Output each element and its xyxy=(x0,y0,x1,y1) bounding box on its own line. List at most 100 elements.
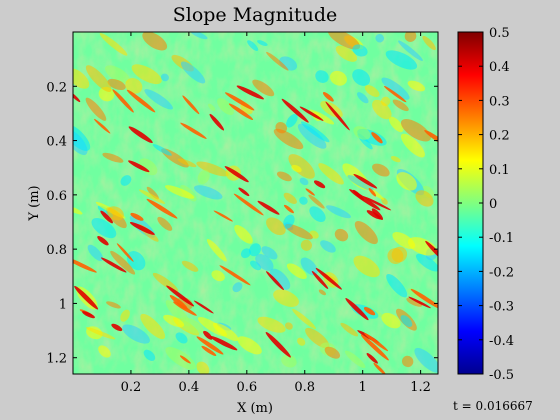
y-tick-label: 0.4 xyxy=(46,135,67,150)
field-streak xyxy=(224,92,255,111)
heatmap-features xyxy=(73,32,438,374)
field-patch xyxy=(252,79,275,97)
field-patch xyxy=(329,70,347,86)
field-patch xyxy=(175,332,188,344)
field-streak xyxy=(366,210,382,220)
plot-frame xyxy=(72,31,439,375)
field-streak xyxy=(305,188,315,196)
field-patch xyxy=(276,171,292,182)
field-patch xyxy=(390,156,401,163)
field-patch xyxy=(261,246,278,260)
field-streak xyxy=(173,301,197,316)
field-patch xyxy=(281,354,297,368)
field-patch xyxy=(406,297,423,307)
field-streak xyxy=(366,353,378,364)
field-streak xyxy=(345,298,369,321)
field-streak xyxy=(130,212,144,221)
field-patch xyxy=(400,119,431,142)
y-axis: 0.2 0.4 0.6 0.8 1 1.2 xyxy=(46,80,438,367)
field-streak xyxy=(129,222,155,235)
chart-title: Slope Magnitude xyxy=(173,4,338,26)
field-streak xyxy=(238,187,250,197)
field-patch xyxy=(372,99,392,120)
field-streak xyxy=(233,193,264,216)
colorbar-tick-label: -0.2 xyxy=(489,265,514,280)
colorbar-tick-label: 0.4 xyxy=(489,60,510,75)
field-streak xyxy=(299,106,324,121)
field-patch xyxy=(353,255,380,278)
field-patch xyxy=(335,45,358,62)
field-patch xyxy=(291,164,302,173)
field-patch xyxy=(285,223,313,240)
field-patch xyxy=(297,337,306,346)
field-patch xyxy=(255,254,274,271)
field-patch xyxy=(122,324,150,344)
field-patch xyxy=(237,336,262,355)
y-tick-label: 0.8 xyxy=(46,243,67,258)
field-streak xyxy=(362,196,392,211)
field-patch xyxy=(85,327,116,340)
field-patch xyxy=(206,238,227,262)
field-patch xyxy=(85,65,112,92)
field-patch xyxy=(269,268,291,290)
field-patch xyxy=(125,78,143,94)
field-patch xyxy=(73,68,90,89)
field-patch xyxy=(422,35,436,51)
field-patch xyxy=(177,158,197,168)
field-patch xyxy=(324,346,341,359)
field-streak xyxy=(266,271,284,291)
field-streak xyxy=(322,92,334,102)
field-patch xyxy=(353,126,371,140)
field-patch xyxy=(257,316,286,333)
field-patch xyxy=(283,192,297,205)
field-patch xyxy=(299,196,308,205)
field-patch xyxy=(143,349,156,361)
field-patch xyxy=(273,289,299,307)
colorbar-tick-label: 0.2 xyxy=(489,129,510,144)
x-tick-label: 0.2 xyxy=(121,380,142,395)
colorbar-tick-label: 0.5 xyxy=(489,26,510,41)
field-patch xyxy=(197,169,210,185)
field-streak xyxy=(219,265,251,286)
field-streak xyxy=(410,288,438,310)
field-patch xyxy=(283,214,295,229)
field-patch xyxy=(297,123,327,149)
field-streak xyxy=(368,188,377,197)
field-patch xyxy=(152,272,179,292)
field-streak xyxy=(313,180,326,189)
field-patch xyxy=(140,313,166,340)
field-patch xyxy=(196,161,229,177)
field-patch xyxy=(320,240,336,253)
field-patch xyxy=(164,185,195,199)
field-streak xyxy=(74,285,99,310)
heatmap-plot xyxy=(73,32,438,374)
field-patch xyxy=(131,64,162,85)
field-patch xyxy=(340,322,359,337)
field-patch xyxy=(404,32,417,42)
colorbar-tick-label: 0.1 xyxy=(489,163,510,178)
field-streak xyxy=(236,85,264,100)
colorbar-tick-label: -0.3 xyxy=(489,300,514,315)
field-patch xyxy=(120,309,130,322)
field-patch xyxy=(207,103,216,112)
x-tick-label: 1 xyxy=(359,380,367,395)
field-streak xyxy=(94,118,111,134)
y-axis-label: Y (m) xyxy=(27,185,42,221)
field-patch xyxy=(292,308,316,330)
field-streak xyxy=(213,210,233,222)
field-patch xyxy=(85,97,107,121)
field-patch xyxy=(257,40,268,47)
field-streak xyxy=(128,160,150,173)
x-tick-label: 0.8 xyxy=(294,380,315,395)
field-patch xyxy=(240,248,251,259)
field-patch xyxy=(288,154,315,179)
field-patch xyxy=(415,190,434,207)
field-patch xyxy=(275,122,288,134)
field-patch xyxy=(266,51,289,71)
field-streak xyxy=(73,91,81,103)
colorbar-tick-label: -0.5 xyxy=(489,368,514,383)
field-patch xyxy=(385,50,418,70)
y-tick-label: 1 xyxy=(59,297,67,312)
y-tick-label: 0.6 xyxy=(46,189,67,204)
field-patch xyxy=(407,288,423,300)
